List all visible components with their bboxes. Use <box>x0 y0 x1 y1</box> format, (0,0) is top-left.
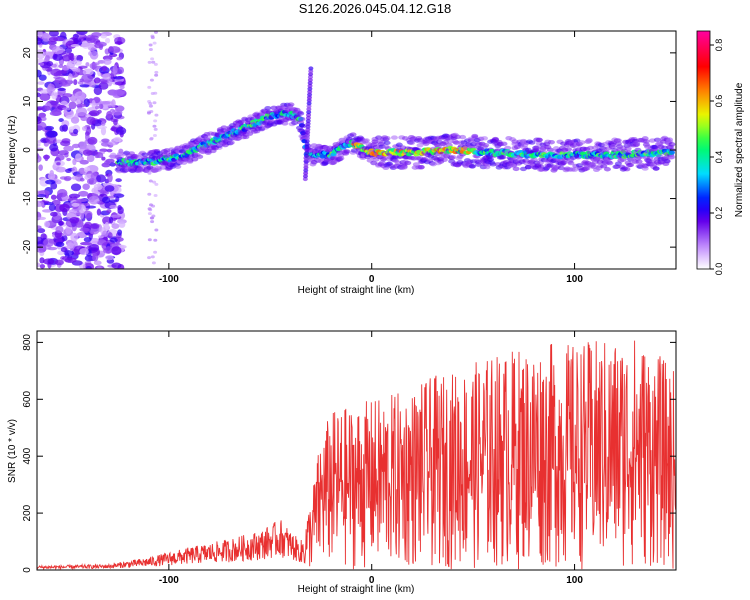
svg-text:-100: -100 <box>159 575 179 586</box>
spectrogram-y-tick: 20 <box>22 47 676 59</box>
snr-y-tick: 0 <box>22 567 676 573</box>
svg-text:-10: -10 <box>22 191 33 206</box>
snr-frame <box>36 330 677 571</box>
snr-x-tick: 0 <box>369 331 375 586</box>
svg-text:0.4: 0.4 <box>714 151 724 164</box>
svg-text:400: 400 <box>22 447 33 464</box>
snr-y-tick: 600 <box>22 391 676 408</box>
svg-text:0.6: 0.6 <box>714 95 724 108</box>
snr-plot: -100 0 100 0 200 400 600 800 <box>22 330 677 586</box>
svg-text:0: 0 <box>369 575 375 586</box>
snr-y-tick: 800 <box>22 334 676 351</box>
svg-text:200: 200 <box>22 504 33 521</box>
svg-text:0: 0 <box>22 567 33 573</box>
snr-y-tick: 200 <box>22 504 676 521</box>
spectrogram-y-axis-label: Frequency (Hz) <box>7 116 18 185</box>
snr-y-tick: 400 <box>22 447 676 465</box>
snr-x-tick: -100 <box>159 331 179 586</box>
snr-series-line <box>37 340 676 570</box>
spectrogram-x-tick: -100 <box>159 31 179 285</box>
chart-title: S126.2026.045.04.12.G18 <box>298 1 452 16</box>
svg-text:-20: -20 <box>22 239 33 254</box>
colorbar-gradient <box>696 30 711 270</box>
colorbar-tick: 0.6 <box>710 95 724 108</box>
snr-y-axis-label: SNR (10 * v/v) <box>7 419 18 483</box>
spectrogram-y-tick: 10 <box>22 95 676 107</box>
snr-x-tick: 100 <box>566 331 583 586</box>
colorbar-tick: 0.2 <box>710 207 724 220</box>
svg-text:-100: -100 <box>159 274 179 285</box>
colorbar-label: Normalized spectral amplitude <box>734 82 745 217</box>
spectrogram-x-tick: 100 <box>566 31 583 285</box>
spectrogram-y-tick: -10 <box>22 191 676 206</box>
svg-text:800: 800 <box>22 334 33 351</box>
spectrogram-x-axis-label: Height of straight line (km) <box>298 285 415 296</box>
svg-text:100: 100 <box>566 575 583 586</box>
colorbar-tick: 0.8 <box>710 39 724 52</box>
snr-x-axis-label: Height of straight line (km) <box>298 584 415 595</box>
spectrogram-x-tick: 0 <box>369 31 375 285</box>
svg-text:0.2: 0.2 <box>714 207 724 220</box>
svg-text:100: 100 <box>566 274 583 285</box>
svg-text:20: 20 <box>22 47 33 59</box>
svg-text:0: 0 <box>22 147 33 153</box>
spectrogram-y-tick: -20 <box>22 239 676 254</box>
spectrogram-y-tick: 0 <box>22 147 676 153</box>
colorbar-tick: 0.4 <box>710 151 724 164</box>
svg-text:0.8: 0.8 <box>714 39 724 52</box>
svg-text:0.0: 0.0 <box>714 263 724 276</box>
svg-text:600: 600 <box>22 391 33 408</box>
svg-text:0: 0 <box>369 274 375 285</box>
svg-text:10: 10 <box>22 95 33 107</box>
colorbar-tick: 0.0 <box>710 263 724 276</box>
colorbar: 0.0 0.2 0.4 0.6 0.8 <box>696 30 724 276</box>
